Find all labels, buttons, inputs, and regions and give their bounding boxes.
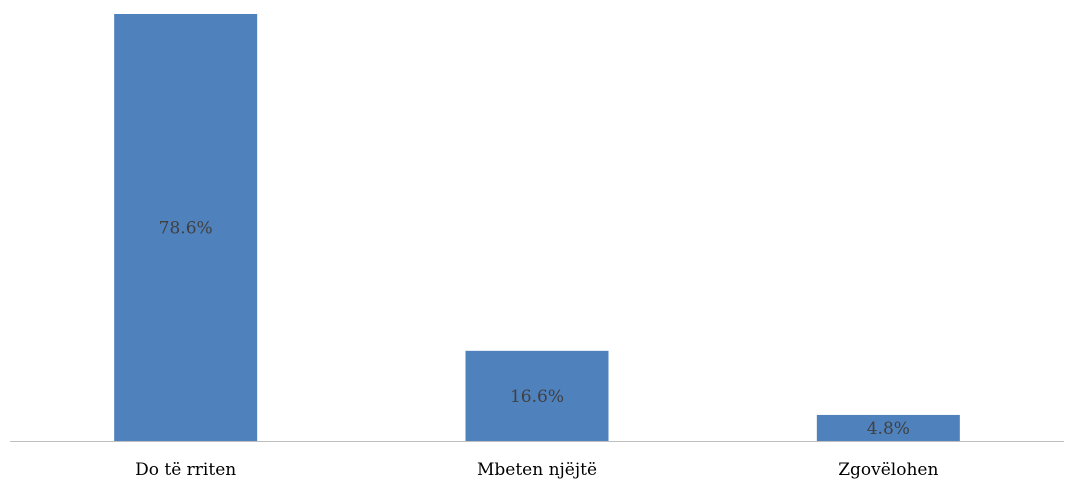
category-label-0: Do të rriten (135, 460, 236, 480)
data-labels-group: 78.6% 16.6% 4.8% (159, 219, 910, 439)
category-labels-group: Do të rriten Mbeten njëjtë Zgovëlohen (135, 460, 938, 480)
category-label-1: Mbeten njëjtë (477, 460, 597, 480)
data-label-2: 4.8% (867, 419, 910, 439)
bar-0 (114, 14, 258, 441)
data-label-0: 78.6% (159, 219, 213, 239)
bar-2 (816, 414, 960, 441)
category-label-2: Zgovëlohen (838, 460, 938, 480)
bar-1 (465, 350, 609, 441)
bars-group (114, 14, 960, 441)
data-label-1: 16.6% (510, 387, 564, 407)
